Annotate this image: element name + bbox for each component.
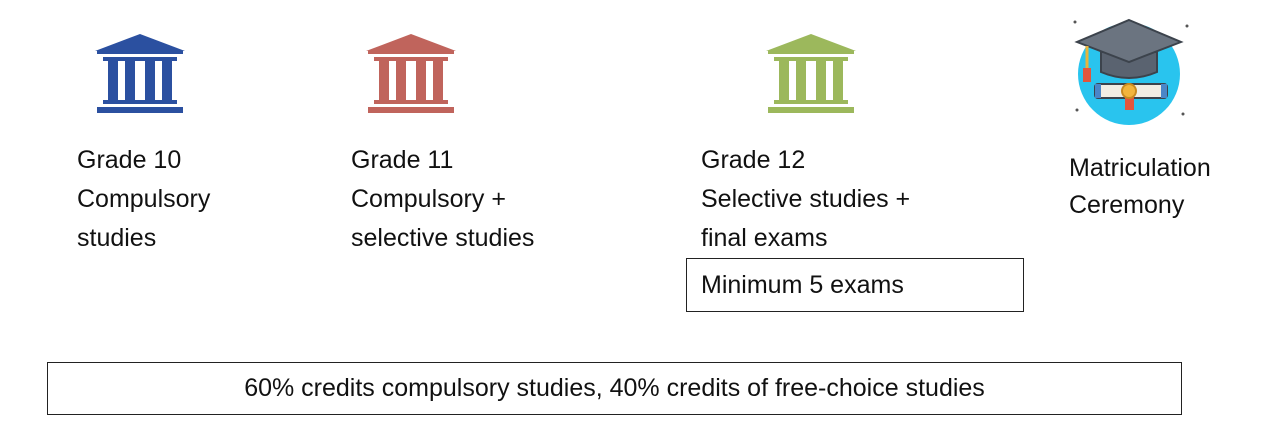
stage-matriculation: Matriculation Ceremony — [1069, 150, 1211, 224]
credits-note: 60% credits compulsory studies, 40% cred… — [244, 374, 985, 402]
stage-grade-12: Grade 12 Selective studies + final exams — [701, 141, 910, 258]
building-icon — [366, 34, 456, 113]
exam-note-box: Minimum 5 exams — [686, 258, 1024, 312]
stage-line: Grade 12 — [701, 146, 806, 174]
stage-line: Compulsory — [77, 185, 211, 213]
graduation-cap-diploma-icon — [1073, 18, 1189, 125]
exam-note: Minimum 5 exams — [701, 270, 904, 299]
stage-line: Grade 10 — [77, 146, 182, 174]
stage-line: studies — [77, 224, 157, 252]
stage-line: Selective studies + — [701, 185, 911, 213]
stage-line: Ceremony — [1069, 191, 1185, 219]
stage-grade-10: Grade 10 Compulsory studies — [77, 141, 210, 258]
credits-note-box: 60% credits compulsory studies, 40% cred… — [47, 362, 1182, 415]
stage-line: final exams — [701, 224, 828, 252]
building-icon — [95, 34, 185, 113]
building-icon — [766, 34, 856, 113]
stage-line: Matriculation — [1069, 154, 1211, 182]
stage-line: selective studies — [351, 224, 535, 252]
stage-grade-11: Grade 11 Compulsory + selective studies — [351, 141, 534, 258]
stage-line: Grade 11 — [351, 146, 454, 174]
stage-line: Compulsory + — [351, 185, 506, 213]
